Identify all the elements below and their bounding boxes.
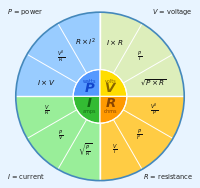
Text: $\it{R}$ = resistance: $\it{R}$ = resistance — [143, 172, 193, 181]
Text: V: V — [105, 82, 116, 95]
Text: volts: volts — [105, 79, 116, 84]
Wedge shape — [100, 70, 127, 96]
Text: $\frac{P}{I}$: $\frac{P}{I}$ — [137, 50, 142, 64]
Wedge shape — [73, 70, 100, 96]
Text: $I \times R$: $I \times R$ — [106, 38, 123, 47]
Text: amps: amps — [83, 109, 96, 114]
Text: $I \times V$: $I \times V$ — [37, 77, 56, 86]
Text: $\frac{V}{R}$: $\frac{V}{R}$ — [44, 104, 49, 118]
Text: $\sqrt{P \times R}$: $\sqrt{P \times R}$ — [140, 77, 167, 87]
Text: $R \times I^{2}$: $R \times I^{2}$ — [75, 37, 96, 49]
Wedge shape — [100, 96, 184, 181]
Text: $\frac{P}{V}$: $\frac{P}{V}$ — [58, 129, 64, 143]
Text: $\frac{V^{2}}{R}$: $\frac{V^{2}}{R}$ — [57, 49, 65, 65]
Text: $\frac{P}{I^{2}}$: $\frac{P}{I^{2}}$ — [136, 128, 142, 143]
Wedge shape — [16, 96, 100, 181]
Text: $\sqrt{\frac{P}{R}}$: $\sqrt{\frac{P}{R}}$ — [78, 142, 93, 158]
Wedge shape — [73, 96, 100, 123]
Text: $\it{I}$ = current: $\it{I}$ = current — [7, 172, 45, 181]
Text: watts: watts — [83, 79, 96, 84]
Text: I: I — [87, 97, 92, 110]
Wedge shape — [16, 12, 100, 96]
Text: $\frac{V}{I}$: $\frac{V}{I}$ — [112, 143, 117, 157]
Text: ohms: ohms — [104, 109, 117, 114]
Text: $\frac{V^{2}}{P}$: $\frac{V^{2}}{P}$ — [150, 103, 158, 118]
Text: $\it{P}$ = power: $\it{P}$ = power — [7, 7, 43, 17]
Text: $\it{V}$ = voltage: $\it{V}$ = voltage — [152, 7, 193, 17]
Wedge shape — [100, 96, 127, 123]
Text: P: P — [85, 82, 94, 95]
Text: R: R — [105, 97, 116, 110]
Wedge shape — [100, 12, 184, 96]
